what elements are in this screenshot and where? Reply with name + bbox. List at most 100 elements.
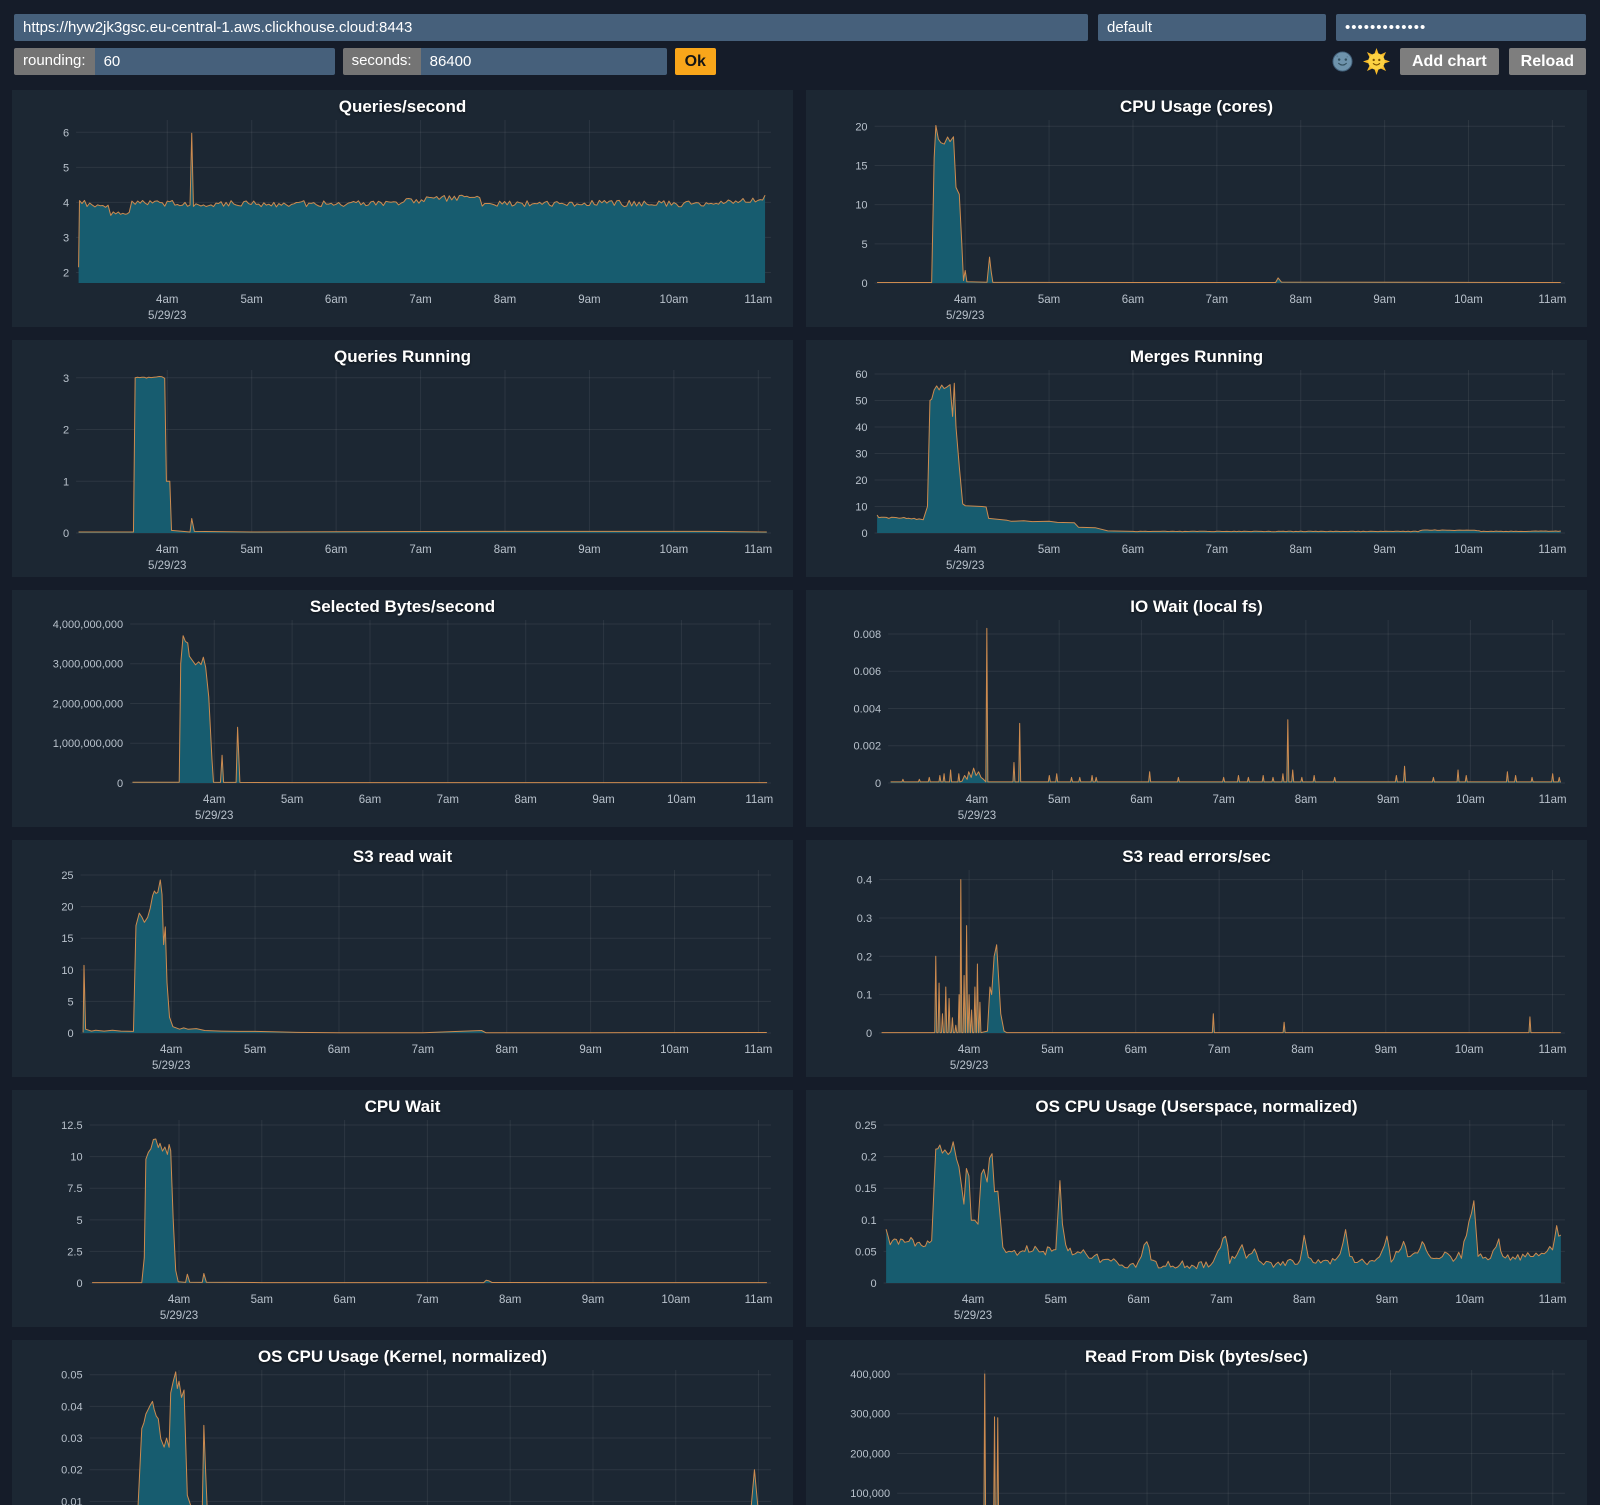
svg-text:4am: 4am <box>962 1294 984 1306</box>
svg-text:0.2: 0.2 <box>861 1152 876 1164</box>
svg-text:5: 5 <box>67 996 73 1008</box>
svg-text:11am: 11am <box>1538 294 1566 306</box>
chart-canvas[interactable]: 0 1,000,000,000 2,000,000,000 3,000,000,000… <box>12 590 793 827</box>
chart-canvas[interactable]: 0 0.05 0.1 0.15 0.2 0.25 4am 5/29/23 5am 6am 7am 8a… <box>806 1090 1587 1327</box>
chart-canvas[interactable]: 00.010.020.030.040.054am5/29/235am6am7am… <box>12 1340 793 1505</box>
rounding-group: rounding: <box>14 48 335 75</box>
seconds-input[interactable] <box>420 48 667 75</box>
svg-text:0.01: 0.01 <box>61 1496 82 1505</box>
svg-text:10am: 10am <box>1454 294 1483 306</box>
add-chart-button[interactable]: Add chart <box>1399 48 1499 75</box>
svg-text:5am: 5am <box>241 544 263 556</box>
svg-text:200,000: 200,000 <box>850 1448 890 1460</box>
svg-text:10am: 10am <box>660 1044 689 1056</box>
svg-text:4am: 4am <box>954 294 976 306</box>
svg-text:2: 2 <box>63 425 69 437</box>
svg-text:5/29/23: 5/29/23 <box>160 1310 198 1322</box>
svg-text:25: 25 <box>61 870 73 882</box>
svg-text:8am: 8am <box>494 294 516 306</box>
svg-text:4am: 4am <box>168 1294 190 1306</box>
ok-button[interactable]: Ok <box>674 48 716 75</box>
svg-text:4am: 4am <box>156 294 178 306</box>
chart-canvas[interactable]: 2 3 4 5 6 4am 5/29/23 5am 6am 7am 8am 9am 10am 11am <box>12 90 793 327</box>
dark-theme-button[interactable] <box>1332 51 1353 72</box>
svg-text:8am: 8am <box>1293 1294 1315 1306</box>
svg-text:5: 5 <box>63 162 69 174</box>
svg-text:0: 0 <box>861 278 867 290</box>
seconds-label: seconds: <box>342 48 421 75</box>
svg-text:8am: 8am <box>1295 794 1317 806</box>
svg-text:10: 10 <box>855 502 867 514</box>
reload-button[interactable]: Reload <box>1508 48 1586 75</box>
svg-text:5/29/23: 5/29/23 <box>148 560 186 572</box>
svg-text:4: 4 <box>63 197 69 209</box>
svg-text:400,000: 400,000 <box>850 1369 890 1381</box>
svg-text:11am: 11am <box>744 544 772 556</box>
light-theme-button[interactable] <box>1362 48 1390 75</box>
chart-canvas[interactable]: 0 2.5 5 7.5 10 12.5 4am 5/29/23 5am 6am 7am 8am 9am 1… <box>12 1090 793 1327</box>
chart-canvas[interactable]: 0 10 20 30 40 50 60 4am 5/29/23 5am 6am 7am 8am 9am 10… <box>806 340 1587 577</box>
svg-text:3: 3 <box>63 232 69 244</box>
svg-text:2,000,000,000: 2,000,000,000 <box>53 698 123 710</box>
svg-text:8am: 8am <box>1290 294 1312 306</box>
svg-text:7am: 7am <box>437 794 459 806</box>
svg-text:9am: 9am <box>1373 544 1395 556</box>
svg-text:8am: 8am <box>515 794 537 806</box>
svg-text:20: 20 <box>61 902 73 914</box>
chart-canvas[interactable]: 0 5 10 15 20 4am 5/29/23 5am 6am 7am 8am 9am 10am 11a… <box>806 90 1587 327</box>
svg-text:7am: 7am <box>409 544 431 556</box>
svg-text:0.03: 0.03 <box>61 1433 82 1445</box>
svg-text:0.02: 0.02 <box>61 1465 82 1477</box>
svg-text:11am: 11am <box>745 1294 773 1306</box>
svg-text:0.3: 0.3 <box>857 913 872 925</box>
svg-text:5/29/23: 5/29/23 <box>195 810 233 822</box>
svg-text:4am: 4am <box>954 544 976 556</box>
svg-text:9am: 9am <box>1376 1294 1398 1306</box>
svg-text:0.25: 0.25 <box>855 1120 876 1132</box>
username-input[interactable] <box>1098 14 1326 41</box>
svg-text:100,000: 100,000 <box>850 1488 890 1500</box>
svg-text:6am: 6am <box>1130 794 1152 806</box>
svg-text:11am: 11am <box>1538 544 1566 556</box>
svg-text:30: 30 <box>855 448 867 460</box>
svg-text:0.008: 0.008 <box>854 629 882 641</box>
svg-text:7am: 7am <box>1206 294 1228 306</box>
svg-text:40: 40 <box>855 422 867 434</box>
controls-bar: rounding: seconds: Ok <box>14 48 1586 75</box>
chart-canvas[interactable]: 0 0.1 0.2 0.3 0.4 4am 5/29/23 5am 6am 7am 8am 9am 10… <box>806 840 1587 1077</box>
chart-canvas[interactable]: 0 1 2 3 4am 5/29/23 5am 6am 7am 8am 9am 10am 11am <box>12 340 793 577</box>
svg-text:5am: 5am <box>244 1044 266 1056</box>
rounding-input[interactable] <box>94 48 335 75</box>
seconds-group: seconds: <box>342 48 667 75</box>
svg-text:0.004: 0.004 <box>854 703 882 715</box>
svg-text:5/29/23: 5/29/23 <box>958 810 996 822</box>
server-url-input[interactable] <box>14 14 1088 41</box>
moon-face-icon <box>1332 51 1353 72</box>
svg-text:0: 0 <box>117 778 123 790</box>
svg-text:11am: 11am <box>745 794 773 806</box>
svg-text:9am: 9am <box>578 544 600 556</box>
svg-text:5: 5 <box>861 239 867 251</box>
svg-text:0: 0 <box>63 528 69 540</box>
svg-text:6am: 6am <box>1127 1294 1149 1306</box>
svg-text:60: 60 <box>855 369 867 381</box>
svg-text:0.1: 0.1 <box>861 1215 876 1227</box>
chart-canvas[interactable]: 0100,000200,000300,000400,0004am5/29/235… <box>806 1340 1587 1505</box>
svg-text:0: 0 <box>866 1028 872 1040</box>
svg-text:20: 20 <box>855 475 867 487</box>
svg-text:9am: 9am <box>579 1044 601 1056</box>
svg-text:9am: 9am <box>1377 794 1399 806</box>
svg-text:0.4: 0.4 <box>857 875 872 887</box>
svg-text:7.5: 7.5 <box>67 1183 82 1195</box>
svg-text:5/29/23: 5/29/23 <box>946 560 984 572</box>
chart-canvas[interactable]: 0 5 10 15 20 25 4am 5/29/23 5am 6am 7am 8am 9am 10am 1… <box>12 840 793 1077</box>
svg-text:4,000,000,000: 4,000,000,000 <box>53 619 123 631</box>
svg-text:11am: 11am <box>744 294 772 306</box>
password-input[interactable] <box>1336 14 1586 41</box>
chart-panel-s3-read-errors: S3 read errors/sec 0 0.1 0.2 0.3 0.4 4am 5/29/… <box>806 840 1587 1077</box>
svg-text:9am: 9am <box>582 1294 604 1306</box>
chart-canvas[interactable]: 0 0.002 0.004 0.006 0.008 4am 5/29/23 5am 6am 7am… <box>806 590 1587 827</box>
svg-text:10am: 10am <box>1455 1044 1484 1056</box>
svg-text:300,000: 300,000 <box>850 1409 890 1421</box>
svg-text:4am: 4am <box>160 1044 182 1056</box>
